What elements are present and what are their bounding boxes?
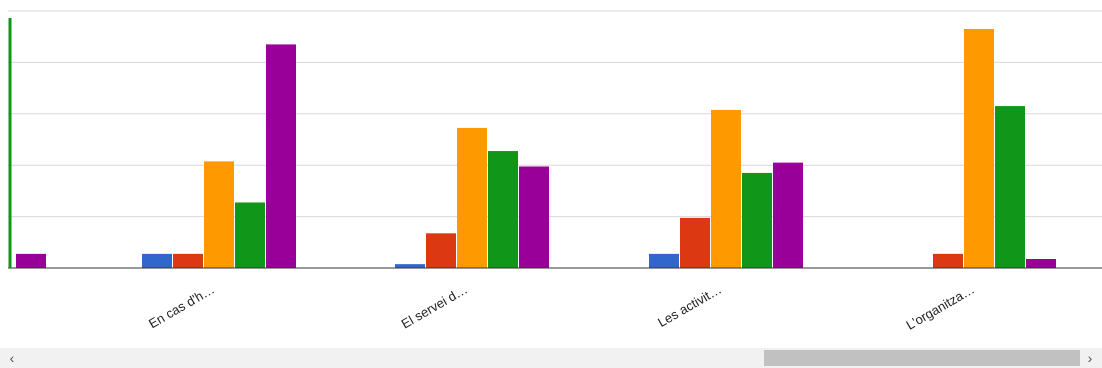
bar	[204, 161, 234, 268]
horizontal-scrollbar[interactable]: ‹ ›	[0, 348, 1102, 368]
bar	[235, 202, 265, 268]
bar	[1026, 259, 1056, 268]
x-tick-label: En cas d'h…	[146, 282, 217, 332]
scroll-right-icon[interactable]: ›	[1087, 350, 1093, 366]
bar	[426, 233, 456, 268]
scroll-thumb[interactable]	[764, 350, 1080, 366]
bar	[995, 106, 1025, 268]
bar	[933, 253, 963, 268]
bar	[266, 44, 296, 268]
bar	[395, 264, 425, 268]
bar	[649, 253, 679, 268]
bar	[711, 109, 741, 268]
x-tick-label: Les activit…	[655, 282, 724, 330]
bar	[519, 166, 549, 268]
bar	[173, 253, 203, 268]
bar-chart: En cas d'h… El servei d… Les activit… L'org…	[8, 10, 1102, 333]
bar	[457, 127, 487, 268]
scroll-left-icon[interactable]: ‹	[9, 350, 15, 366]
bar	[742, 172, 772, 268]
bar	[680, 217, 710, 268]
x-tick-label: L'organitza…	[904, 282, 977, 333]
x-tick-label: El servei d…	[399, 282, 470, 332]
bar	[142, 253, 172, 268]
bar-partial-group	[16, 253, 46, 268]
bar	[488, 151, 518, 268]
bar	[773, 162, 803, 268]
bar	[964, 28, 994, 268]
